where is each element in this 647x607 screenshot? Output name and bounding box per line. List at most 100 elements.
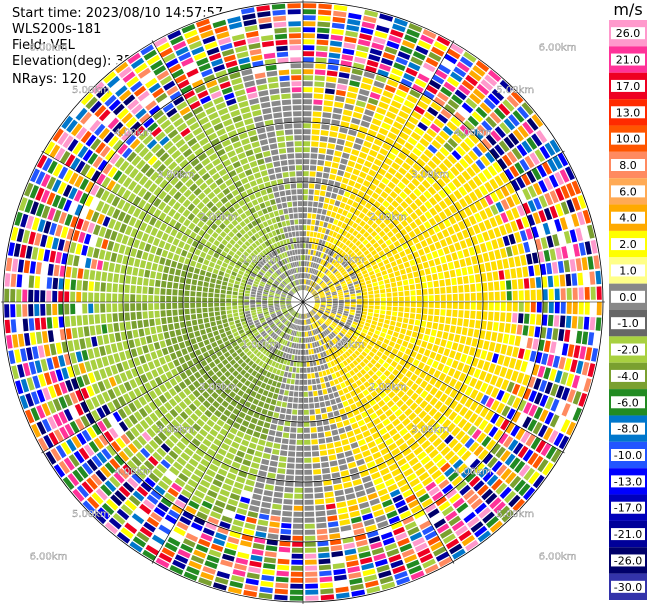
velocity-gate	[379, 314, 385, 319]
velocity-gate	[388, 341, 396, 348]
velocity-gate	[356, 272, 362, 278]
velocity-gate	[303, 355, 307, 361]
velocity-gate	[516, 324, 523, 335]
velocity-gate	[106, 313, 113, 323]
velocity-gate	[325, 229, 330, 235]
velocity-gate	[324, 311, 330, 315]
velocity-gate	[343, 262, 349, 268]
velocity-gate	[303, 111, 312, 117]
velocity-gate	[437, 415, 447, 425]
velocity-gate	[413, 431, 423, 441]
velocity-gate	[250, 302, 256, 305]
velocity-gate	[311, 219, 316, 225]
velocity-gate	[514, 460, 526, 474]
velocity-gate	[394, 409, 403, 417]
velocity-gate	[257, 420, 265, 427]
velocity-gate	[353, 143, 362, 151]
velocity-gate	[344, 450, 353, 457]
velocity-gate	[332, 303, 338, 306]
velocity-gate	[337, 402, 344, 409]
velocity-gate	[352, 168, 361, 176]
velocity-gate	[301, 313, 303, 319]
velocity-gate	[289, 433, 297, 439]
velocity-gate	[359, 320, 365, 325]
velocity-gate	[523, 388, 532, 400]
velocity-gate	[582, 209, 591, 224]
velocity-gate	[314, 81, 325, 87]
velocity-gate	[552, 355, 561, 368]
velocity-gate	[374, 294, 380, 298]
velocity-gate	[368, 298, 374, 302]
velocity-gate	[466, 493, 479, 505]
velocity-gate	[387, 483, 398, 493]
velocity-gate	[464, 398, 474, 408]
velocity-gate	[471, 255, 478, 265]
velocity-gate	[303, 373, 307, 379]
velocity-gate	[329, 265, 334, 271]
velocity-gate	[440, 302, 446, 309]
velocity-gate	[382, 418, 391, 427]
velocity-gate	[410, 202, 418, 211]
velocity-gate	[320, 296, 326, 299]
velocity-gate	[300, 361, 303, 367]
velocity-gate	[347, 86, 359, 93]
velocity-gate	[327, 327, 332, 333]
velocity-gate	[356, 132, 366, 140]
velocity-gate	[504, 222, 513, 234]
velocity-gate	[275, 582, 289, 589]
velocity-gate	[333, 238, 338, 245]
velocity-gate	[352, 111, 363, 119]
velocity-gate	[380, 302, 386, 306]
velocity-gate	[322, 315, 328, 319]
velocity-gate	[381, 354, 388, 361]
velocity-gate	[217, 526, 229, 535]
velocity-gate	[309, 237, 313, 243]
velocity-gate	[410, 373, 418, 382]
velocity-gate	[343, 310, 349, 314]
velocity-gate	[550, 449, 562, 463]
velocity-gate	[323, 203, 329, 210]
velocity-gate	[409, 192, 418, 201]
velocity-gate	[380, 447, 390, 456]
velocity-gate	[231, 487, 242, 495]
velocity-gate	[368, 54, 381, 62]
velocity-gate	[357, 94, 368, 102]
velocity-gate	[263, 563, 276, 570]
velocity-gate	[326, 303, 332, 305]
velocity-gate	[335, 262, 340, 268]
velocity-gate	[405, 452, 416, 462]
velocity-gate	[323, 166, 331, 173]
velocity-gate	[330, 539, 342, 546]
velocity-gate	[335, 335, 341, 341]
velocity-gate	[527, 376, 536, 388]
velocity-gate	[364, 276, 371, 282]
velocity-gate	[440, 287, 446, 294]
velocity-gate	[284, 487, 294, 493]
velocity-gate	[395, 56, 408, 66]
velocity-gate	[495, 84, 509, 97]
velocity-gate	[313, 475, 322, 481]
velocity-gate	[401, 210, 409, 219]
velocity-gate	[278, 376, 283, 382]
velocity-gate	[377, 488, 388, 497]
velocity-gate	[451, 150, 462, 161]
velocity-gate	[409, 402, 418, 411]
velocity-gate	[326, 70, 338, 77]
velocity-gate	[595, 270, 602, 285]
velocity-gate	[443, 271, 450, 279]
velocity-gate	[330, 287, 336, 291]
velocity-gate	[314, 244, 318, 250]
velocity-gate	[225, 542, 238, 550]
velocity-gate	[467, 266, 474, 275]
velocity-gate	[243, 485, 254, 493]
velocity-gate	[334, 281, 340, 286]
velocity-gate	[445, 510, 458, 522]
velocity-gate	[349, 251, 356, 258]
velocity-gate	[396, 576, 411, 586]
velocity-gate	[323, 485, 333, 492]
velocity-gate	[369, 238, 377, 245]
velocity-gate	[335, 89, 346, 97]
velocity-gate	[447, 226, 455, 235]
velocity-gate	[368, 305, 374, 309]
velocity-gate	[379, 213, 387, 221]
